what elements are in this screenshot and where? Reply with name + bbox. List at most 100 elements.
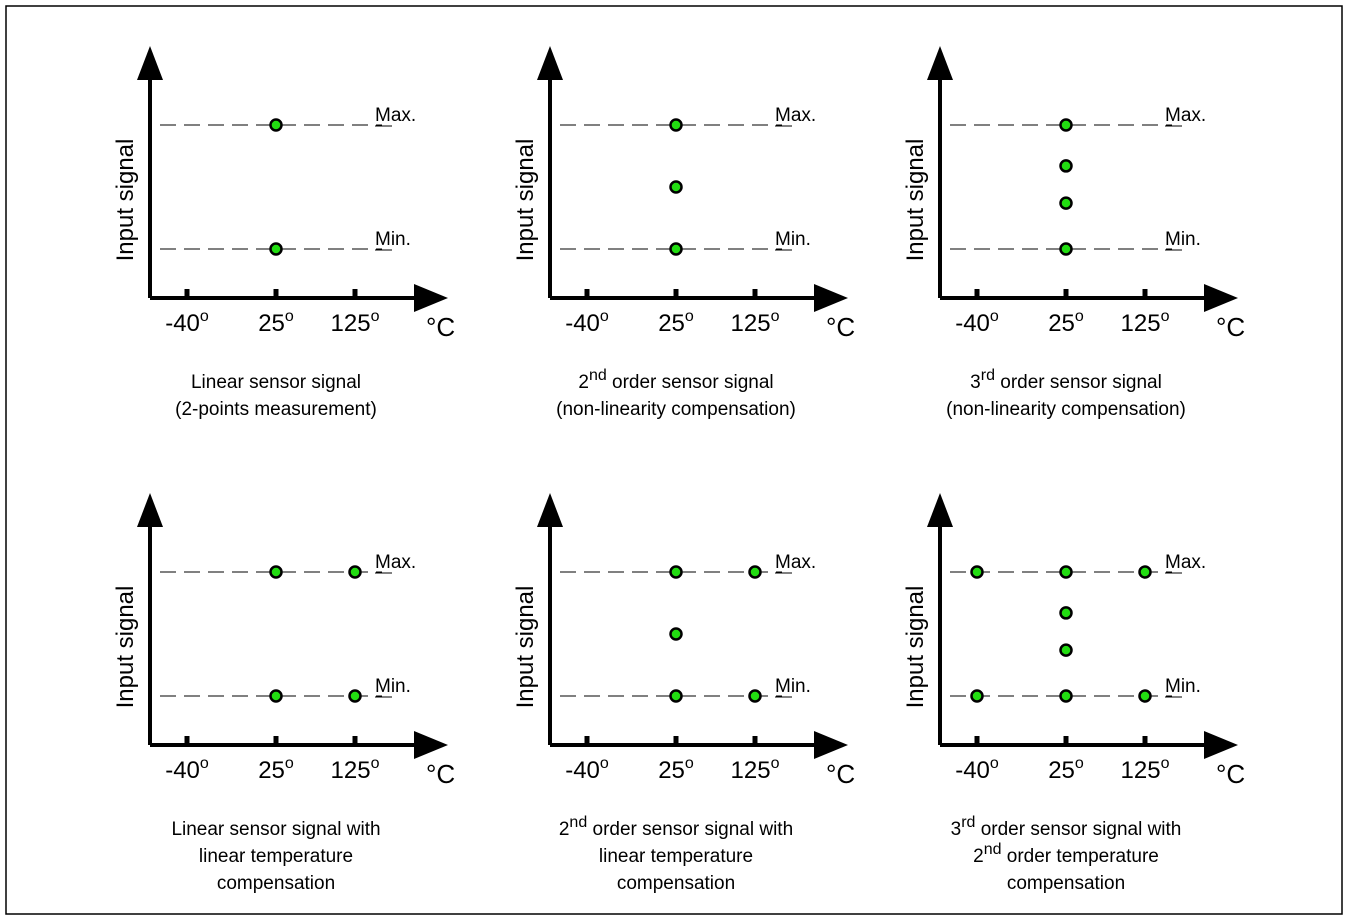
y-axis-arrowhead [537,493,563,527]
calibration-point [1059,643,1073,657]
y-axis-label: Input signal [112,139,139,262]
x-tick-label: 125o [331,755,380,784]
x-axis-arrowhead [414,284,448,312]
panel-caption-line: 3rd order sensor signal with [951,814,1182,840]
calibration-point [748,565,762,579]
panel-second-order: Input signal -40o 25o 125o °C Max. Min. 2nd ord… [512,46,855,420]
y-axis-label: Input signal [902,139,929,262]
y-axis-label: Input signal [112,586,139,709]
calibration-point [1138,689,1152,703]
panel-caption-line: linear temperature [599,846,753,867]
calibration-point [348,565,362,579]
x-unit-label: °C [1216,759,1245,789]
x-tick-label: 25o [658,308,694,337]
x-axis-arrowhead [814,731,848,759]
calibration-point [669,242,683,256]
calibration-point [269,689,283,703]
calibration-point [1059,242,1073,256]
calibration-point [669,689,683,703]
panel-caption-line: (non-linearity compensation) [556,399,796,420]
calibration-point [669,118,683,132]
min-level-label: Min. [375,676,411,697]
calibration-point [669,565,683,579]
min-level-label: Min. [375,229,411,250]
panel-second-order-lin-temp: Input signal -40o 25o 125o °C Max. Min. 2nd ord… [512,493,855,894]
x-axis-arrowhead [814,284,848,312]
x-tick-label: -40o [955,308,999,337]
panel-third-order-2nd-temp: Input signal -40o 25o 125o °C Max. Min. 3rd ord… [902,493,1245,894]
x-tick-label: -40o [565,755,609,784]
y-axis-label: Input signal [512,139,539,262]
min-level-label: Min. [775,676,811,697]
panel-linear-2pt: Input signal -40o 25o 125o °C Max. Min. Linear … [112,46,455,420]
panel-caption-line: 2nd order sensor signal [578,367,773,393]
y-axis-arrowhead [137,493,163,527]
calibration-point [269,565,283,579]
max-level-label: Max. [375,105,416,126]
x-axis-arrowhead [1204,731,1238,759]
x-unit-label: °C [426,312,455,342]
calibration-point [1059,196,1073,210]
x-unit-label: °C [826,312,855,342]
calibration-point [970,565,984,579]
x-tick-label: 125o [1121,308,1170,337]
calibration-point [970,689,984,703]
x-tick-label: 25o [1048,755,1084,784]
x-axis-arrowhead [1204,284,1238,312]
x-tick-label: 125o [1121,755,1170,784]
calibration-point [348,689,362,703]
panel-caption-line: 2nd order sensor signal with [559,814,793,840]
y-axis-arrowhead [137,46,163,80]
x-tick-label: -40o [165,308,209,337]
calibration-point [269,118,283,132]
calibration-point [748,689,762,703]
x-axis-arrowhead [414,731,448,759]
y-axis-label: Input signal [512,586,539,709]
x-tick-label: -40o [165,755,209,784]
panel-caption-line: compensation [617,873,735,894]
calibration-point [1059,689,1073,703]
calibration-point [269,242,283,256]
y-axis-arrowhead [927,46,953,80]
x-unit-label: °C [826,759,855,789]
y-axis-label: Input signal [902,586,929,709]
panel-caption-line: linear temperature [199,846,353,867]
panel-caption-line: compensation [1007,873,1125,894]
panel-third-order: Input signal -40o 25o 125o °C Max. Min. 3rd ord… [902,46,1245,420]
min-level-label: Min. [1165,676,1201,697]
y-axis-arrowhead [927,493,953,527]
calibration-point [669,180,683,194]
calibration-point [1059,118,1073,132]
max-level-label: Max. [1165,105,1206,126]
min-level-label: Min. [1165,229,1201,250]
x-tick-label: -40o [955,755,999,784]
calibration-point [1059,606,1073,620]
figure-border [5,5,1343,915]
panel-caption-line: 2nd order temperature [973,841,1159,867]
calibration-point [1059,565,1073,579]
x-tick-label: 25o [258,755,294,784]
panel-caption-line: 3rd order sensor signal [970,367,1162,393]
panel-caption-line: Linear sensor signal [191,372,361,393]
calibration-point [669,627,683,641]
x-tick-label: 25o [658,755,694,784]
x-tick-label: -40o [565,308,609,337]
max-level-label: Max. [775,105,816,126]
x-unit-label: °C [426,759,455,789]
x-tick-label: 125o [331,308,380,337]
calibration-point [1138,565,1152,579]
x-tick-label: 25o [258,308,294,337]
x-tick-label: 25o [1048,308,1084,337]
max-level-label: Max. [775,552,816,573]
min-level-label: Min. [775,229,811,250]
max-level-label: Max. [375,552,416,573]
panel-caption-line: (non-linearity compensation) [946,399,1186,420]
panel-caption-line: compensation [217,873,335,894]
y-axis-arrowhead [537,46,563,80]
x-unit-label: °C [1216,312,1245,342]
panel-caption-line: (2-points measurement) [175,399,377,420]
max-level-label: Max. [1165,552,1206,573]
x-tick-label: 125o [731,308,780,337]
